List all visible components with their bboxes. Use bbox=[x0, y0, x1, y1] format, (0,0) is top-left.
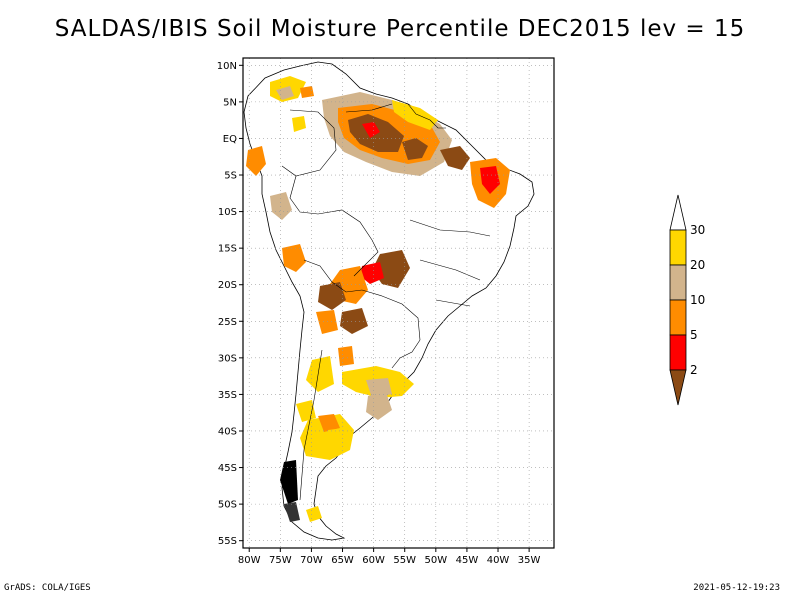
lon-tick-label: 55W bbox=[393, 555, 416, 566]
lon-tick-label: 40W bbox=[487, 555, 510, 566]
lon-tick-label: 35W bbox=[518, 555, 541, 566]
lon-tick-label: 75W bbox=[269, 555, 292, 566]
lat-tick-label: 50S bbox=[218, 500, 237, 511]
lat-tick-label: 45S bbox=[218, 463, 237, 474]
lat-tick-label: 40S bbox=[218, 426, 237, 437]
lon-tick-label: 70W bbox=[300, 555, 323, 566]
moisture-patches bbox=[246, 76, 510, 522]
legend-swatch-above bbox=[669, 194, 687, 231]
lat-tick-label: 25S bbox=[218, 317, 237, 328]
lat-tick-label: 10N bbox=[217, 61, 237, 72]
software-credit: GrADS: COLA/IGES bbox=[4, 583, 91, 593]
legend-colorbar: 2 5 10 20 30 bbox=[669, 194, 705, 406]
legend-swatch bbox=[669, 229, 687, 266]
lon-tick-label: 45W bbox=[456, 555, 479, 566]
legend-swatch bbox=[669, 299, 687, 336]
legend-swatch bbox=[669, 334, 687, 371]
longitude-axis: 80W 75W 70W 65W 60W 55W 50W 45W 40W 35W bbox=[238, 548, 541, 566]
legend-label: 5 bbox=[690, 328, 698, 342]
map-area bbox=[242, 57, 555, 549]
legend-label: 2 bbox=[690, 363, 698, 377]
legend-swatch-below bbox=[669, 369, 687, 406]
lat-tick-label: 5N bbox=[223, 97, 237, 108]
map-title: SALDAS/IBIS Soil Moisture Percentile DEC… bbox=[54, 16, 746, 42]
legend-label: 30 bbox=[690, 223, 705, 237]
lon-tick-label: 65W bbox=[331, 555, 354, 566]
lat-tick-label: 5S bbox=[224, 171, 237, 182]
legend-label: 20 bbox=[690, 258, 705, 272]
lon-tick-label: 50W bbox=[425, 555, 448, 566]
lat-tick-label: 10S bbox=[218, 207, 237, 218]
lat-tick-label: 20S bbox=[218, 280, 237, 291]
lon-tick-label: 80W bbox=[238, 555, 261, 566]
lat-tick-label: 35S bbox=[218, 390, 237, 401]
legend-label: 10 bbox=[690, 293, 705, 307]
lon-tick-label: 60W bbox=[362, 555, 385, 566]
lat-tick-label: 30S bbox=[218, 353, 237, 364]
lat-tick-label: 15S bbox=[218, 244, 237, 255]
lat-tick-label: 55S bbox=[218, 536, 237, 547]
timestamp: 2021-05-12-19:23 bbox=[693, 583, 780, 593]
country-borders bbox=[281, 103, 491, 501]
legend-swatch bbox=[669, 264, 687, 301]
lat-tick-label: EQ bbox=[223, 134, 237, 145]
latitude-axis: 10N 5N EQ 5S 10S 15S 20S 25S 30S 35S 40S 45S 50S 55S bbox=[217, 61, 243, 547]
graticule bbox=[243, 58, 554, 548]
